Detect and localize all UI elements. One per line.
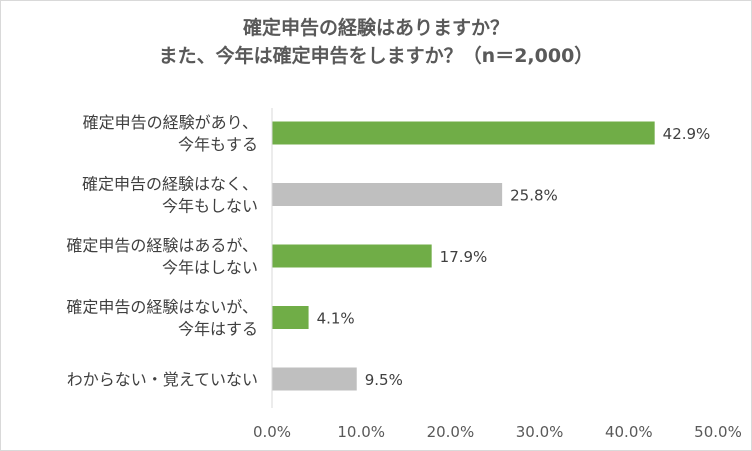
- x-tick-label: 10.0%: [337, 423, 385, 441]
- bar: [272, 367, 357, 391]
- category-label: わからない・覚えていない: [67, 370, 258, 389]
- chart-title: 確定申告の経験はありますか？ また、今年は確定申告をしますか？（n＝2,000）: [0, 14, 752, 70]
- x-tick-label: 0.0%: [253, 423, 291, 441]
- category-label: 今年もしない: [162, 197, 258, 216]
- data-label: 25.8%: [510, 187, 558, 205]
- bar: [272, 183, 503, 206]
- category-label: 今年はしない: [162, 258, 258, 277]
- x-tick-label: 30.0%: [516, 423, 564, 441]
- category-label: 確定申告の経験があり、: [83, 113, 258, 132]
- data-label: 9.5%: [365, 371, 403, 389]
- category-label: 今年もする: [178, 135, 258, 154]
- bar: [272, 306, 309, 329]
- category-label: 確定申告の経験はあるが、: [66, 236, 258, 255]
- chart-title-line-2: また、今年は確定申告をしますか？（n＝2,000）: [158, 45, 594, 67]
- x-tick-label: 20.0%: [427, 423, 475, 441]
- bar: [272, 244, 432, 268]
- category-label: 確定申告の経験はないが、: [66, 298, 258, 317]
- data-label: 42.9%: [663, 125, 711, 143]
- data-label: 17.9%: [440, 248, 488, 266]
- bar: [272, 121, 655, 145]
- category-label: 確定申告の経験はなく、: [82, 175, 258, 194]
- category-label: 今年はする: [178, 320, 258, 339]
- data-label: 4.1%: [317, 310, 355, 328]
- chart-title-line-1: 確定申告の経験はありますか？: [242, 17, 509, 39]
- x-tick-label: 50.0%: [694, 423, 742, 441]
- x-tick-label: 40.0%: [605, 423, 653, 441]
